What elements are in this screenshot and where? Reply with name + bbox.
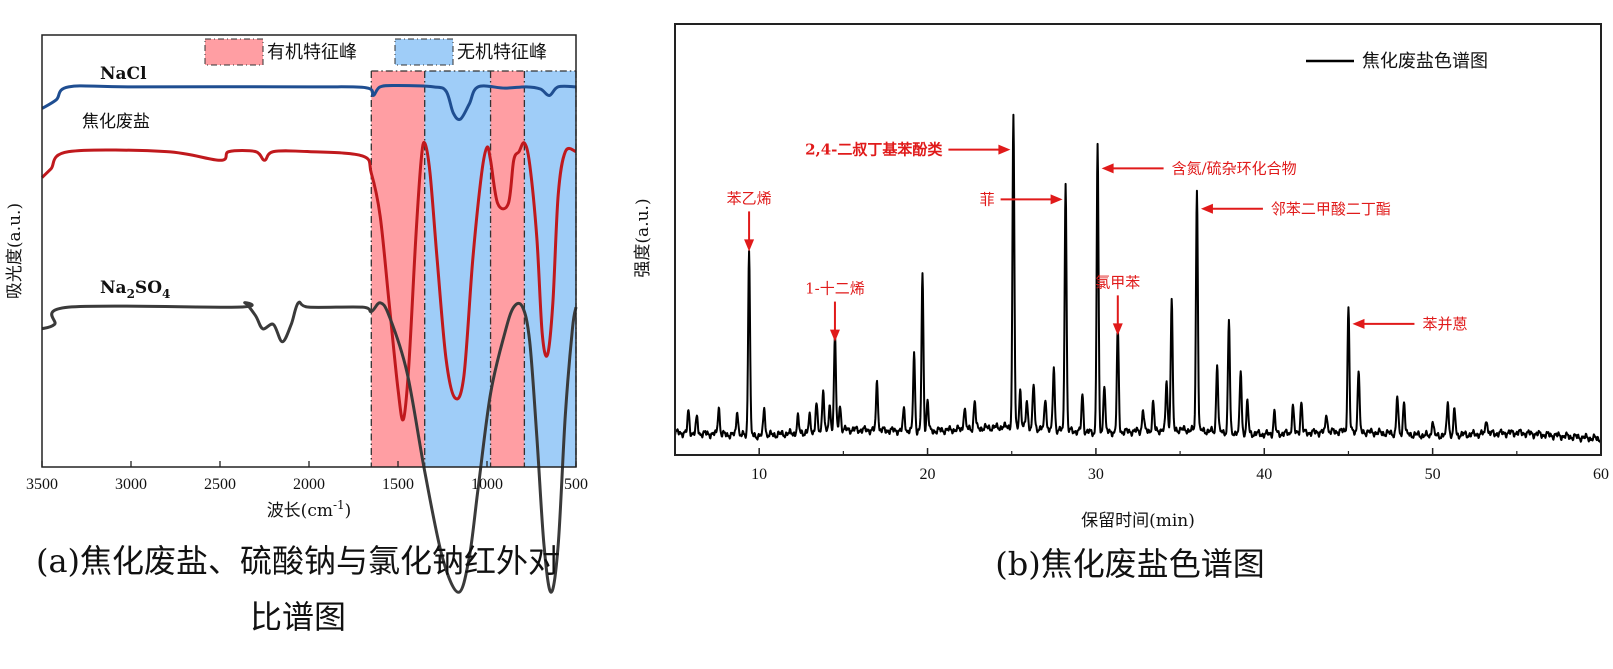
gc-annotation-arrowhead <box>744 239 755 252</box>
gc-x-axis-title: 保留时间(min) <box>1081 511 1195 531</box>
gc-annotation-arrowhead <box>1101 163 1114 174</box>
gc-annotation-3: 菲 <box>980 190 1063 208</box>
ir-series-label-nacl: NaCl <box>100 64 147 84</box>
gc-annotation-arrowhead <box>1200 203 1213 214</box>
ir-x-axis-title: 波长(cm-1) <box>267 498 352 521</box>
gc-annotation-2: 2,4-二叔丁基苯酚类 <box>805 141 1011 159</box>
gc-x-tick-label: 30 <box>1088 466 1104 483</box>
ir-legend-organic-swatch <box>204 38 264 66</box>
gc-annotation-7: 苯并蒽 <box>1352 315 1467 333</box>
ir-chart: 3500 3000 2500 2000 1500 1000 500 有机特征峰 无机特征峰 … <box>5 34 588 636</box>
gc-annotation-label: 含氮/硫杂环化合物 <box>1172 159 1297 177</box>
gc-annotation-label: 邻苯二甲酸二丁酯 <box>1271 200 1391 218</box>
ir-x-tick-label: 3500 <box>26 476 58 493</box>
gc-annotation-4: 含氮/硫杂环化合物 <box>1101 159 1297 177</box>
ir-caption-line-1: (a)焦化废盐、硫酸钠与氯化钠红外对 <box>36 542 560 580</box>
gc-annotation-label: 苯并蒽 <box>1422 315 1467 333</box>
ir-region-2 <box>490 71 525 467</box>
gc-annotation-5: 邻苯二甲酸二丁酯 <box>1200 200 1391 218</box>
gc-series-line <box>674 113 1602 444</box>
gc-x-tick-label: 60 <box>1593 466 1609 483</box>
ir-series-line-1 <box>40 140 577 422</box>
gc-annotation-label: 1-十二烯 <box>805 280 865 298</box>
ir-legend-inorganic-swatch <box>394 38 454 66</box>
gc-annotation-label: 氯甲苯 <box>1095 273 1140 291</box>
gc-annotation-label: 2,4-二叔丁基苯酚类 <box>805 141 943 159</box>
ir-region-3 <box>524 71 576 467</box>
ir-legend-organic-label: 有机特征峰 <box>267 42 357 63</box>
ir-series-label-waste-salt: 焦化废盐 <box>82 112 150 132</box>
ir-x-tick-label: 1500 <box>382 476 414 493</box>
ir-x-tick-label: 1000 <box>471 476 503 493</box>
gc-annotation-arrowhead <box>998 144 1011 155</box>
gc-annotation-arrowhead <box>829 329 840 342</box>
ir-x-tick-label: 3000 <box>115 476 147 493</box>
ir-region-0 <box>371 71 425 467</box>
ir-x-tick-label: 2000 <box>293 476 325 493</box>
gc-x-ticks: 10 20 30 40 50 60 <box>674 448 1609 483</box>
gc-annotation-6: 氯甲苯 <box>1095 273 1140 336</box>
ir-series-line-0 <box>41 84 577 122</box>
gc-annotation-1: 1-十二烯 <box>805 280 865 342</box>
ir-y-axis-title: 吸光度(a.u.) <box>5 203 25 299</box>
gc-x-tick-label: 50 <box>1425 466 1441 483</box>
ir-region-1 <box>424 71 491 467</box>
ir-x-tick-label: 500 <box>564 476 588 493</box>
ir-series-label-na2so4: Na2SO4 <box>100 278 170 301</box>
ir-x-ticks: 3500 3000 2500 2000 1500 1000 500 <box>26 461 588 493</box>
gc-legend-label: 焦化废盐色谱图 <box>1362 51 1488 72</box>
gc-annotation-arrowhead <box>1050 194 1063 205</box>
gc-annotation-0: 苯乙烯 <box>727 189 772 252</box>
gc-legend: 焦化废盐色谱图 <box>1306 51 1488 72</box>
ir-legend-inorganic-label: 无机特征峰 <box>457 42 547 63</box>
gc-annotation-arrowhead <box>1352 318 1365 329</box>
gc-y-axis-title: 强度(a.u.) <box>633 198 653 277</box>
ir-x-tick-label: 2500 <box>204 476 236 493</box>
gc-x-tick-label: 40 <box>1256 466 1272 483</box>
gc-annotation-label: 苯乙烯 <box>727 189 772 207</box>
ir-legend: 有机特征峰 无机特征峰 <box>204 38 547 66</box>
gc-x-tick-label: 20 <box>920 466 936 483</box>
ir-caption-line-2: 比谱图 <box>250 598 346 636</box>
gc-annotation-arrowhead <box>1112 323 1123 336</box>
ir-highlight-regions <box>371 71 576 467</box>
gc-caption: (b)焦化废盐色谱图 <box>995 545 1264 583</box>
gc-plot-frame <box>674 23 1602 456</box>
gc-annotation-label: 菲 <box>980 190 995 208</box>
gc-x-tick-label: 10 <box>751 466 767 483</box>
